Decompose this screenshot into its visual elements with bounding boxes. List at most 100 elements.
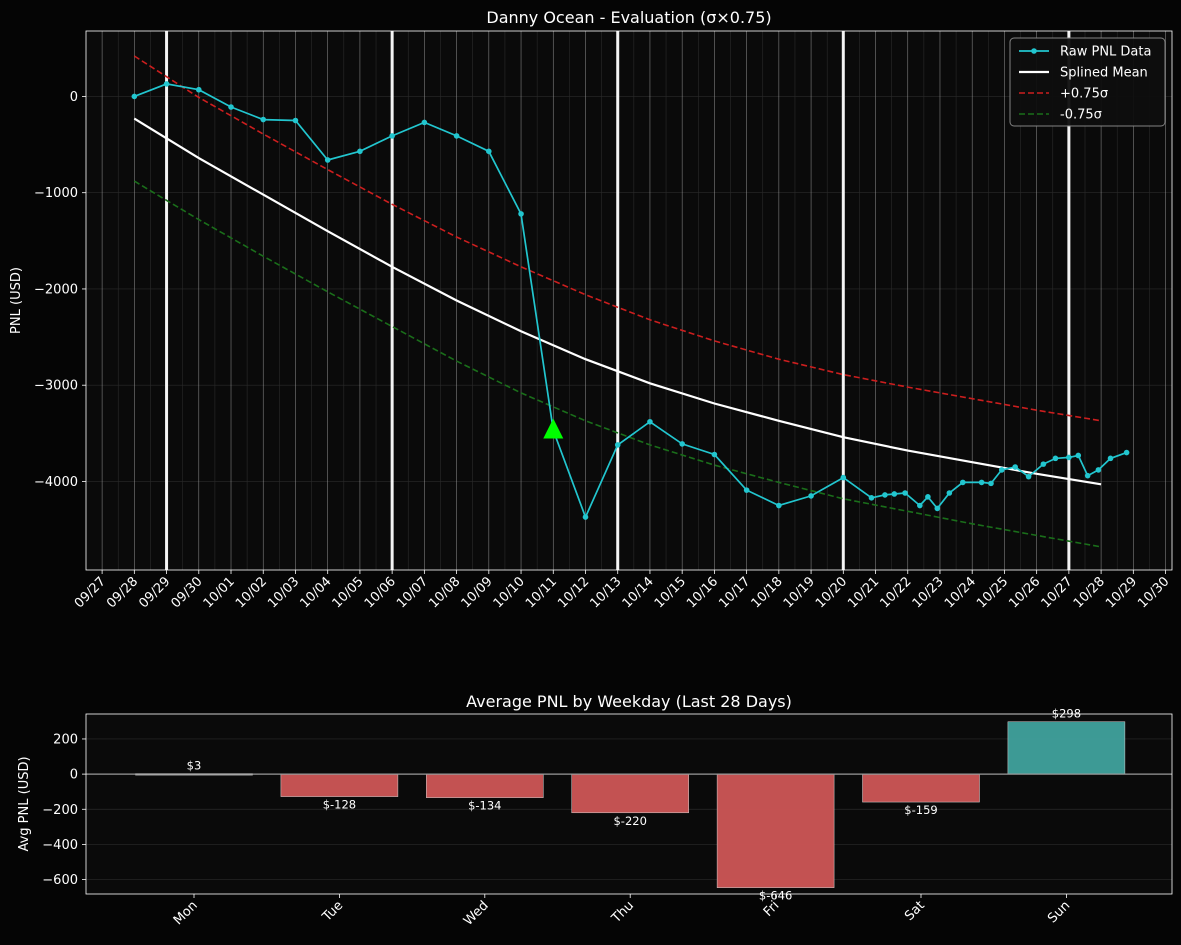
y-tick-label: 0 bbox=[70, 90, 78, 105]
raw-pnl-point bbox=[1052, 455, 1059, 462]
raw-pnl-point bbox=[324, 157, 331, 163]
raw-pnl-point bbox=[946, 490, 953, 496]
bar-value-label: $-159 bbox=[904, 803, 937, 817]
bar-plot-frame bbox=[85, 713, 1173, 895]
y-tick-label: −3000 bbox=[34, 379, 78, 394]
raw-pnl-point bbox=[1012, 464, 1018, 470]
raw-pnl-point bbox=[1123, 449, 1130, 456]
raw-pnl-point bbox=[998, 467, 1005, 473]
raw-pnl-point bbox=[163, 81, 170, 87]
raw-pnl-point bbox=[1095, 467, 1102, 473]
raw-pnl-point bbox=[891, 491, 898, 497]
raw-pnl-point bbox=[228, 104, 234, 110]
raw-pnl-point bbox=[1084, 472, 1091, 479]
legend-label: Splined Mean bbox=[1060, 66, 1148, 81]
raw-pnl-point bbox=[882, 492, 888, 498]
raw-pnl-point bbox=[486, 148, 492, 155]
raw-pnl-point bbox=[389, 133, 395, 139]
weekday-bar bbox=[426, 773, 544, 798]
raw-pnl-point bbox=[292, 117, 299, 124]
raw-pnl-point bbox=[776, 502, 782, 509]
line-chart-title: Danny Ocean - Evaluation (σ×0.75) bbox=[486, 8, 771, 27]
raw-pnl-point bbox=[925, 494, 931, 500]
lower-band-line bbox=[133, 180, 1102, 548]
x-tick-label: 10/13 bbox=[587, 574, 624, 611]
splined-mean-line bbox=[133, 117, 1102, 486]
raw-pnl-point bbox=[868, 495, 875, 501]
x-tick-label: 10/30 bbox=[1135, 574, 1172, 611]
bar-y-tick-label: −400 bbox=[42, 838, 78, 853]
x-tick-label: 10/21 bbox=[845, 574, 882, 611]
raw-pnl-point bbox=[1025, 473, 1032, 480]
x-tick-label: 10/11 bbox=[523, 574, 560, 611]
x-tick-label: 10/05 bbox=[330, 574, 367, 611]
plot-area bbox=[86, 31, 1172, 570]
x-tick-label: 10/02 bbox=[233, 574, 270, 611]
bar-category-label: Thu bbox=[608, 898, 637, 927]
x-tick-label: 10/25 bbox=[974, 574, 1011, 611]
y-tick-label: −2000 bbox=[34, 282, 78, 297]
x-tick-label: 09/30 bbox=[169, 574, 206, 611]
legend-swatch-dot bbox=[1031, 48, 1037, 54]
x-tick-label: 10/19 bbox=[781, 574, 818, 611]
x-tick-label: 10/12 bbox=[555, 574, 592, 611]
x-tick-label: 10/07 bbox=[394, 574, 431, 611]
x-tick-label: 10/16 bbox=[684, 574, 721, 611]
raw-pnl-point bbox=[421, 119, 428, 126]
y-tick-label: −4000 bbox=[34, 475, 78, 490]
raw-pnl-point bbox=[518, 211, 524, 217]
x-tick-label: 10/18 bbox=[749, 574, 786, 611]
x-tick-label: 10/10 bbox=[491, 574, 528, 611]
bar-value-label: $-134 bbox=[468, 799, 501, 813]
y-tick-label: −1000 bbox=[34, 186, 78, 201]
raw-pnl-point bbox=[260, 116, 267, 123]
x-tick-label: 10/27 bbox=[1039, 574, 1076, 611]
plot-frame bbox=[85, 30, 1173, 571]
x-tick-label: 10/14 bbox=[620, 574, 657, 611]
legend-label: +0.75σ bbox=[1060, 87, 1108, 102]
bar-y-tick-label: 0 bbox=[70, 768, 78, 783]
breach-triangle-marker bbox=[543, 418, 564, 439]
bar-chart-title: Average PNL by Weekday (Last 28 Days) bbox=[466, 692, 792, 711]
x-tick-label: 10/04 bbox=[297, 574, 334, 611]
weekday-bar bbox=[1007, 721, 1126, 775]
bar-y-tick-label: 200 bbox=[53, 732, 78, 747]
weekday-bar bbox=[862, 773, 980, 803]
raw-pnl-point bbox=[934, 505, 941, 512]
raw-pnl-point bbox=[743, 487, 750, 493]
raw-pnl-point bbox=[808, 493, 814, 499]
x-tick-label: 10/01 bbox=[201, 574, 238, 611]
legend-box bbox=[1009, 37, 1166, 127]
x-tick-label: 10/09 bbox=[459, 574, 496, 611]
raw-pnl-point bbox=[1066, 454, 1072, 461]
x-tick-label: 10/20 bbox=[813, 574, 850, 611]
raw-pnl-point bbox=[902, 490, 908, 496]
raw-pnl-point bbox=[1107, 455, 1114, 462]
raw-pnl-point bbox=[453, 133, 460, 139]
raw-pnl-point bbox=[978, 479, 985, 486]
bar-value-label: $-128 bbox=[323, 798, 356, 812]
weekday-bar bbox=[571, 773, 689, 814]
raw-pnl-point bbox=[840, 474, 847, 481]
bar-category-label: Sun bbox=[1045, 898, 1073, 926]
bar-chart-y-axis-label: Avg PNL (USD) bbox=[17, 756, 32, 851]
raw-pnl-point bbox=[131, 93, 138, 100]
bar-value-label: $3 bbox=[187, 759, 202, 773]
x-tick-label: 10/29 bbox=[1103, 574, 1140, 611]
x-tick-label: 10/23 bbox=[910, 574, 947, 611]
x-tick-label: 10/22 bbox=[877, 574, 914, 611]
raw-pnl-point bbox=[614, 442, 621, 448]
x-tick-label: 10/03 bbox=[265, 574, 302, 611]
x-tick-label: 10/26 bbox=[1006, 574, 1043, 611]
bar-y-tick-label: −200 bbox=[42, 803, 78, 818]
line-chart-y-axis-label: PNL (USD) bbox=[9, 267, 24, 334]
raw-pnl-point bbox=[1040, 461, 1047, 467]
weekday-bar bbox=[716, 773, 835, 888]
weekday-bar bbox=[280, 773, 399, 797]
bar-y-tick-label: −600 bbox=[42, 873, 78, 888]
raw-pnl-point bbox=[647, 418, 653, 425]
raw-pnl-point bbox=[917, 502, 923, 509]
bar-category-label: Sat bbox=[902, 898, 928, 924]
bar-value-label: $-220 bbox=[613, 814, 646, 828]
raw-pnl-point bbox=[582, 514, 589, 520]
